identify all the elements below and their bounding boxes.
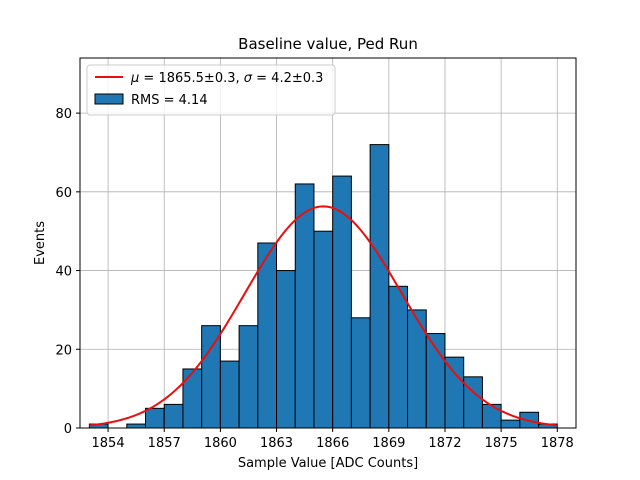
histogram-bar <box>444 356 465 429</box>
y-tick-label: 80 <box>55 107 72 122</box>
histogram-bar <box>369 144 390 429</box>
x-tick-label: 1878 <box>541 436 574 451</box>
histogram-bar <box>388 285 409 429</box>
legend-box <box>86 64 336 116</box>
legend-mu-value: = 1865.5±0.3, <box>139 71 243 86</box>
legend: μ = 1865.5±0.3, σ = 4.2±0.3 RMS = 4.14 <box>86 64 336 116</box>
axis-ticks: 1854 1857 1860 1863 1866 1869 1872 1875 1878 0 20 4… <box>55 107 573 451</box>
histogram-bar <box>163 403 184 429</box>
fit-curve-layer <box>89 205 558 427</box>
histogram-bar <box>313 230 334 429</box>
legend-sigma-symbol: σ <box>244 71 253 86</box>
chart-title: Baseline value, Ped Run <box>238 35 418 53</box>
legend-hist-label: RMS = 4.14 <box>131 93 208 108</box>
histogram-bar <box>276 270 296 429</box>
legend-hist-swatch <box>94 93 124 105</box>
legend-mu-symbol: μ <box>130 71 139 86</box>
gaussian-fit-curve <box>89 205 558 427</box>
x-tick-label: 1869 <box>372 436 405 451</box>
x-tick-label: 1872 <box>428 436 461 451</box>
legend-sigma-value: = 4.2±0.3 <box>252 71 323 86</box>
y-tick-label: 60 <box>55 186 72 201</box>
histogram-bar <box>294 183 315 429</box>
histogram-bar <box>219 360 240 429</box>
histogram-bar <box>500 419 521 429</box>
y-tick-label: 20 <box>55 343 72 358</box>
histogram-bar <box>257 242 278 429</box>
y-axis-title: Events <box>33 221 48 265</box>
histogram-bar <box>145 407 165 429</box>
histogram-bar <box>350 317 371 429</box>
histogram-bar <box>201 325 221 429</box>
y-tick-label: 40 <box>55 265 72 280</box>
x-tick-label: 1863 <box>260 436 293 451</box>
histogram-bar <box>407 309 427 429</box>
histogram-bar <box>182 368 203 429</box>
histogram-bar <box>481 403 502 429</box>
x-tick-label: 1866 <box>316 436 349 451</box>
histogram-bar <box>126 423 147 429</box>
plot-frame <box>79 57 577 429</box>
x-tick-label: 1860 <box>204 436 237 451</box>
x-axis-title: Sample Value [ADC Counts] <box>238 456 418 471</box>
x-tick-label: 1857 <box>148 436 181 451</box>
y-tick-label: 0 <box>64 422 72 437</box>
legend-fit-label: μ = 1865.5±0.3, σ = 4.2±0.3 <box>130 71 323 86</box>
histogram-bars <box>88 144 558 429</box>
x-tick-label: 1854 <box>92 436 125 451</box>
histogram-bar <box>238 325 259 429</box>
x-tick-label: 1875 <box>485 436 518 451</box>
histogram-bar <box>332 175 352 429</box>
